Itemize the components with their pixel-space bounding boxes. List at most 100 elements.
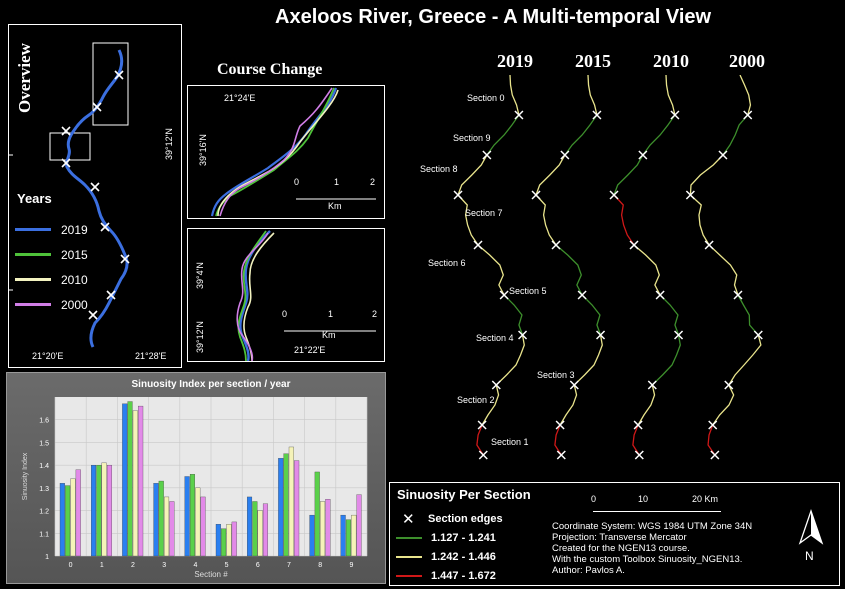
legend-section-edges: ✕ Section edges bbox=[402, 510, 503, 528]
overview-map-panel: Overview Years 2019 2015 2010 2000 bbox=[8, 24, 182, 368]
section-edge-mark bbox=[629, 240, 639, 250]
sinuosity-legend-title: Sinuosity Per Section bbox=[397, 487, 531, 502]
river-segment bbox=[665, 75, 676, 116]
scale-0: 0 bbox=[591, 494, 597, 504]
overview-legend: 2019 2015 2010 2000 bbox=[15, 217, 125, 317]
river-segment bbox=[581, 294, 602, 336]
chart-bar bbox=[231, 521, 237, 557]
chart-bar bbox=[132, 410, 138, 557]
course-top-scale-2: 2 bbox=[370, 177, 376, 187]
river-segment bbox=[535, 154, 566, 196]
course-bottom-lat-a: 39°4'N bbox=[195, 262, 205, 289]
multi-year-maps bbox=[453, 75, 763, 460]
section-edge-mark bbox=[453, 190, 463, 200]
section-edge-mark bbox=[499, 290, 509, 300]
overview-x-tick-east: 21°28'E bbox=[135, 351, 167, 361]
course-bottom-lat-b: 39°12'N bbox=[195, 321, 205, 353]
chart-bar bbox=[164, 496, 170, 557]
section-edge-mark bbox=[560, 150, 570, 160]
section-edge-mark bbox=[491, 380, 501, 390]
course-change-bottom-panel: 39°4'N 39°12'N 0 1 2 Km 21°22'E bbox=[187, 228, 385, 362]
chart-bar bbox=[257, 510, 263, 557]
overview-section-edges bbox=[61, 70, 130, 320]
section-edge-mark bbox=[482, 150, 492, 160]
section-edge-mark bbox=[473, 240, 483, 250]
note-coordinate-system: Coordinate System: WGS 1984 UTM Zone 34N bbox=[552, 521, 753, 532]
chart-bar bbox=[262, 503, 268, 557]
chart-bar bbox=[340, 514, 346, 557]
scale-10: 10 bbox=[638, 494, 649, 504]
river-segment bbox=[642, 114, 676, 156]
river-segment bbox=[708, 244, 739, 296]
year-label-2015: 2015 bbox=[575, 51, 611, 71]
legend-item-2019: 2019 bbox=[15, 217, 125, 242]
chart-bar bbox=[91, 464, 97, 557]
river-segment bbox=[564, 114, 598, 156]
river-segment bbox=[554, 424, 562, 456]
chart-x-tick: 6 bbox=[256, 562, 260, 569]
section-edge-mark bbox=[718, 150, 728, 160]
river-segment bbox=[555, 244, 583, 296]
chart-bar bbox=[195, 487, 201, 557]
course-bottom-river-2010 bbox=[243, 232, 275, 362]
chart-y-tick: 1.6 bbox=[39, 418, 49, 425]
chart-bar bbox=[356, 494, 362, 557]
course-bottom-scale-2: 2 bbox=[372, 309, 378, 319]
overview-map bbox=[9, 42, 130, 348]
river-segment bbox=[613, 194, 635, 246]
map-notes: Coordinate System: WGS 1984 UTM Zone 34N… bbox=[552, 521, 752, 576]
year-label-2019: 2019 bbox=[497, 51, 533, 71]
chart-bar bbox=[75, 469, 81, 557]
legend-swatch-2010 bbox=[15, 278, 51, 281]
chart-bar bbox=[345, 519, 351, 557]
chart-y-tick: 1.5 bbox=[39, 440, 49, 447]
river-segment bbox=[739, 75, 752, 116]
chart-bar bbox=[314, 471, 320, 557]
chart-x-tick: 4 bbox=[193, 562, 197, 569]
legend-label-2015: 2015 bbox=[61, 247, 88, 262]
chart-x-label: Section # bbox=[194, 570, 228, 579]
legend-label-2019: 2019 bbox=[61, 222, 88, 237]
overview-y-tick: 39°12'N bbox=[164, 128, 174, 160]
course-change-top-panel: 21°24'E 39°16'N 0 1 2 Km bbox=[187, 85, 385, 219]
section-edge-mark bbox=[514, 110, 524, 120]
page-title: Axeloos River, Greece - A Multi-temporal… bbox=[275, 6, 712, 28]
section-edge-mark bbox=[551, 240, 561, 250]
chart-bar bbox=[294, 460, 300, 557]
legend-section-edges-label: Section edges bbox=[428, 513, 503, 525]
river-segment bbox=[613, 154, 644, 196]
legend-class-mid: 1.242 - 1.446 bbox=[396, 551, 496, 563]
section-edge-mark bbox=[710, 450, 720, 460]
river-segment bbox=[587, 75, 598, 116]
note-toolbox: With the custom Toolbox Sinuosity_NGEN13… bbox=[552, 554, 743, 565]
chart-bar bbox=[101, 462, 107, 557]
section-label-4: Section 4 bbox=[476, 333, 514, 343]
section-edge-mark bbox=[743, 110, 753, 120]
overview-inset-box-north bbox=[92, 42, 129, 126]
course-bottom-scale-1: 1 bbox=[328, 309, 334, 319]
river-segment bbox=[737, 294, 759, 336]
sinuosity-chart-panel: Sinuosity Index per section / year 1 1.1 1.… bbox=[6, 372, 386, 584]
section-edge-mark bbox=[531, 190, 541, 200]
sinuosity-chart: Sinuosity Index per section / year 1 1.1 1.… bbox=[22, 379, 368, 579]
year-label-2010: 2010 bbox=[653, 51, 689, 71]
multi-year-rivers bbox=[457, 75, 762, 456]
chart-x-tick: 3 bbox=[162, 562, 166, 569]
chart-bar bbox=[153, 483, 159, 557]
chart-bar bbox=[169, 501, 175, 557]
chart-bar bbox=[70, 478, 76, 557]
course-top-lat: 39°16'N bbox=[198, 134, 208, 166]
chart-bar bbox=[288, 446, 294, 557]
x-mark-icon: ✕ bbox=[402, 511, 415, 528]
chart-bar bbox=[59, 483, 65, 557]
chart-y-tick: 1.1 bbox=[39, 531, 49, 538]
chart-x-tick: 9 bbox=[349, 562, 353, 569]
course-top-river-2000 bbox=[219, 87, 333, 217]
chart-bar bbox=[158, 480, 164, 557]
year-label-2000: 2000 bbox=[729, 51, 765, 71]
river-segment bbox=[559, 384, 578, 426]
legend-class-low-swatch bbox=[396, 537, 422, 539]
section-edge-mark bbox=[609, 190, 619, 200]
course-bottom-scale-0: 0 bbox=[282, 309, 288, 319]
overview-legend-title: Years bbox=[17, 191, 52, 206]
